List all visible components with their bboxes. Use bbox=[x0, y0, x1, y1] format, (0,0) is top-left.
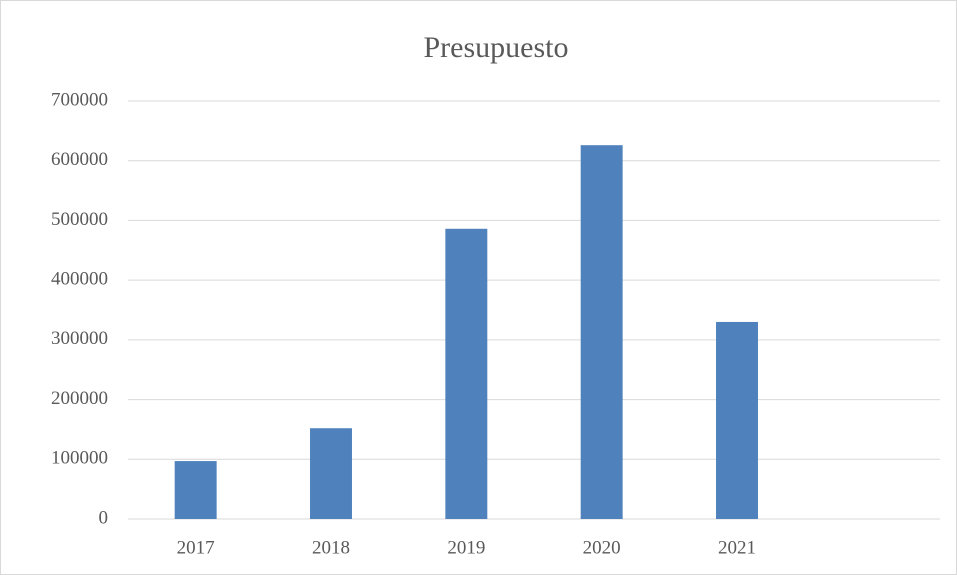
bar bbox=[310, 428, 352, 519]
y-tick-label: 100000 bbox=[51, 448, 108, 469]
bar bbox=[716, 321, 758, 519]
y-tick-label: 600000 bbox=[51, 149, 108, 170]
y-tick-label: 200000 bbox=[51, 388, 108, 409]
x-tick-label: 2020 bbox=[583, 537, 621, 558]
y-tick-label: 0 bbox=[99, 507, 109, 528]
bar bbox=[580, 145, 623, 519]
chart-title: Presupuesto bbox=[424, 31, 569, 64]
x-tick-label: 2019 bbox=[447, 537, 485, 558]
x-tick-label: 2021 bbox=[718, 537, 756, 558]
bar bbox=[445, 228, 488, 519]
y-tick-label: 700000 bbox=[51, 89, 108, 110]
y-tick-label: 500000 bbox=[51, 209, 108, 230]
x-tick-label: 2017 bbox=[177, 537, 215, 558]
y-tick-label: 300000 bbox=[51, 328, 108, 349]
bar bbox=[174, 461, 217, 519]
x-tick-label: 2018 bbox=[312, 537, 350, 558]
y-tick-label: 400000 bbox=[51, 269, 108, 290]
